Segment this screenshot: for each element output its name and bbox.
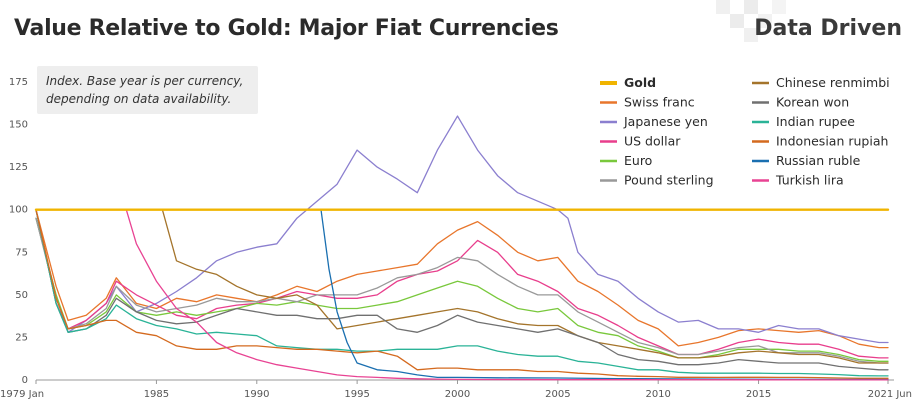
series-line-chinese-renmimbi <box>161 209 889 364</box>
series-line-us-dollar <box>35 209 889 359</box>
y-tick-label: 150 <box>9 120 28 131</box>
y-tick-label: 50 <box>15 290 28 301</box>
y-tick-label: 75 <box>15 247 28 258</box>
x-tick-label: 2021 Jun <box>868 389 912 400</box>
x-tick-label: 2010 <box>645 389 670 400</box>
note-box <box>37 66 258 114</box>
y-tick-label: 175 <box>9 77 28 88</box>
legend-label: Korean won <box>776 95 849 110</box>
series-line-russian-ruble <box>320 209 889 381</box>
checker-decoration <box>716 0 786 42</box>
legend-label: Swiss franc <box>624 95 695 110</box>
legend-label: Euro <box>624 153 652 168</box>
note-text: Index. Base year is per currency, <box>46 74 243 88</box>
x-tick-label: 1985 <box>144 389 169 400</box>
series-line-japanese-yen <box>35 115 889 344</box>
series-line-korean-won <box>35 209 889 371</box>
legend-label: US dollar <box>624 134 681 149</box>
legend-label: Indonesian rupiah <box>776 134 888 149</box>
legend-label: Indian rupee <box>776 114 855 129</box>
series-line-swiss-franc <box>35 209 889 349</box>
series-line-euro <box>35 217 889 362</box>
series-line-indian-rupee <box>35 209 889 377</box>
chart-title: Value Relative to Gold: Major Fiat Curre… <box>14 16 559 41</box>
x-tick-label: 1990 <box>244 389 269 400</box>
y-tick-label: 125 <box>9 162 28 173</box>
x-tick-label: 1995 <box>344 389 369 400</box>
series-line-indonesian-rupiah <box>35 209 889 379</box>
x-tick-label: 2015 <box>746 389 771 400</box>
y-tick-label: 100 <box>9 205 28 216</box>
series-line-turkish-lira <box>125 209 889 381</box>
x-tick-label: 2000 <box>445 389 470 400</box>
x-tick-label: 2005 <box>545 389 570 400</box>
y-tick-label: 25 <box>15 332 28 343</box>
y-tick-label: 0 <box>22 375 28 386</box>
legend-label: Turkish lira <box>775 173 844 188</box>
legend-label: Chinese renmimbi <box>776 75 890 90</box>
x-tick-label: 1979 Jan <box>0 389 44 400</box>
legend-label: Russian ruble <box>776 153 861 168</box>
note-text: depending on data availability. <box>46 92 231 106</box>
legend-label: Japanese yen <box>623 114 708 129</box>
brand-name: Data Driven <box>754 16 902 41</box>
series-line-pound-sterling <box>35 217 889 364</box>
legend-label: Pound sterling <box>624 173 714 188</box>
legend-label: Gold <box>624 75 656 90</box>
